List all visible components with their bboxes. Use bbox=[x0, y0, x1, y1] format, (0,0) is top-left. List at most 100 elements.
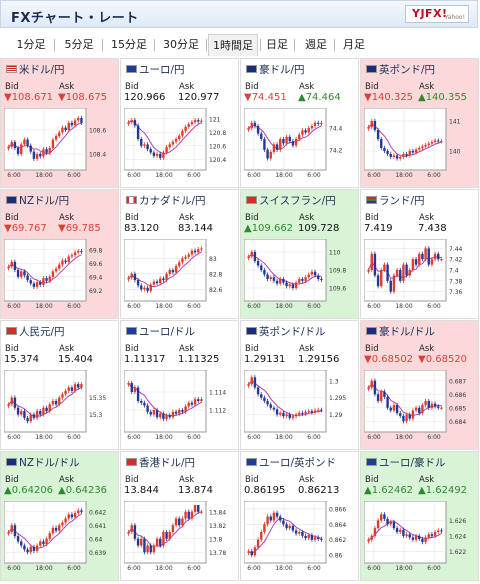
candle-body bbox=[168, 270, 171, 274]
rate-card[interactable]: ユーロ/円 Bid Ask 120.966 120.977 121 120.8 120.6 12… bbox=[120, 58, 239, 188]
rate-card[interactable]: 香港ドル/円 Bid Ask 13.844 13.874 13.84 13.82 13.8 13… bbox=[120, 451, 239, 581]
ask-label: Ask bbox=[419, 475, 435, 485]
price-chart[interactable]: 121 120.8 120.6 120.4 6:00 18:00 6:00 bbox=[124, 108, 237, 180]
candle-body bbox=[32, 283, 36, 287]
tab-2[interactable]: 15分足 bbox=[111, 38, 147, 51]
candle-body bbox=[266, 516, 269, 525]
rate-card[interactable]: NZドル/ドル Bid Ask ▲0.64206 ▲0.64236 0.642 0.641 0… bbox=[0, 451, 119, 581]
candle-body bbox=[370, 121, 373, 127]
candle-body bbox=[313, 410, 317, 413]
tab-6[interactable]: 週足 bbox=[305, 38, 327, 51]
tab-0[interactable]: 1分足 bbox=[16, 38, 46, 51]
x-tick-label: 6:00 bbox=[7, 434, 21, 441]
rate-card[interactable]: 人民元/円 Bid Ask 15.374 15.404 15.35 15.3 6:00 18:0… bbox=[0, 320, 119, 450]
pair-name[interactable]: カナダドル/円 bbox=[139, 195, 206, 207]
price-chart[interactable]: 1.3 1.295 1.29 6:00 18:00 6:00 bbox=[244, 370, 357, 442]
pair-name[interactable]: NZドル/円 bbox=[19, 195, 70, 207]
rate-card[interactable]: ユーロ/ドル Bid Ask 1.11317 1.11325 1.114 1.112 6:00… bbox=[120, 320, 239, 450]
bid-label: Bid bbox=[365, 475, 379, 485]
bid-value: 15.374 bbox=[4, 354, 39, 365]
pair-name[interactable]: 人民元/円 bbox=[19, 326, 65, 338]
price-chart[interactable]: 1.626 1.624 1.622 6:00 18:00 6:00 bbox=[364, 501, 477, 573]
price-chart[interactable]: 0.866 0.864 0.862 0.86 6:00 18:00 6:00 bbox=[244, 501, 357, 573]
rate-card[interactable]: NZドル/円 Bid Ask ▼69.767 ▼69.785 69.8 69.6 69.4 69… bbox=[0, 189, 119, 319]
candle-body bbox=[48, 404, 51, 412]
moving-average-line bbox=[248, 253, 322, 285]
candle-body bbox=[10, 525, 13, 532]
candle-body bbox=[313, 122, 317, 127]
pair-name[interactable]: 香港ドル/円 bbox=[139, 457, 196, 469]
candle-body bbox=[383, 148, 386, 151]
candle-body bbox=[414, 149, 418, 153]
bid-label: Bid bbox=[245, 82, 259, 92]
tab-7[interactable]: 月足 bbox=[343, 38, 365, 51]
price-chart[interactable]: 0.687 0.686 0.685 0.684 6:00 18:00 6:00 bbox=[364, 370, 477, 442]
y-tick-label: 1.112 bbox=[209, 408, 226, 415]
rate-card[interactable]: 米ドル/円 Bid Ask ▼108.671 ▼108.675 108.6 108.4 6:0… bbox=[0, 58, 119, 188]
tab-5[interactable]: 日足 bbox=[266, 38, 288, 51]
y-tick-label: 0.687 bbox=[449, 378, 466, 385]
rate-card[interactable]: 英ポンド/ドル Bid Ask 1.29131 1.29156 1.3 1.295 1.29 6… bbox=[240, 320, 359, 450]
price-chart[interactable]: 108.6 108.4 6:00 18:00 6:00 bbox=[4, 108, 117, 180]
candle-body bbox=[424, 537, 427, 543]
pair-name[interactable]: NZドル/ドル bbox=[19, 457, 80, 469]
price-chart[interactable]: 74.4 74.2 6:00 18:00 6:00 bbox=[244, 108, 357, 180]
rate-card[interactable]: ユーロ/英ポンド Bid Ask 0.86195 0.86213 0.866 0.864 0.… bbox=[240, 451, 359, 581]
pair-name[interactable]: ユーロ/英ポンド bbox=[259, 457, 337, 469]
y-tick-label: 141 bbox=[449, 119, 461, 126]
candle-body bbox=[411, 151, 415, 153]
price-chart[interactable]: 13.84 13.82 13.8 13.78 6:00 18:00 6:00 bbox=[124, 501, 237, 573]
candle-body bbox=[427, 534, 430, 538]
price-chart[interactable]: 69.8 69.6 69.4 69.2 6:00 18:00 6:00 bbox=[4, 239, 117, 311]
candle-body bbox=[64, 127, 67, 130]
candle-body bbox=[421, 405, 424, 414]
pair-name[interactable]: ユーロ/豪ドル bbox=[379, 457, 446, 469]
price-chart[interactable]: 0.642 0.641 0.64 0.639 6:00 18:00 6:00 bbox=[4, 501, 117, 573]
pair-name[interactable]: ユーロ/ドル bbox=[139, 326, 196, 338]
candle-body bbox=[73, 252, 77, 256]
price-chart[interactable]: 15.35 15.3 6:00 18:00 6:00 bbox=[4, 370, 117, 442]
candle-body bbox=[162, 152, 165, 158]
price-chart[interactable]: 7.44 7.42 7.4 7.38 7.36 6:00 18:00 6:00 bbox=[364, 239, 477, 311]
pair-name[interactable]: ランド/円 bbox=[379, 195, 425, 207]
rate-card[interactable]: カナダドル/円 Bid Ask 83.120 83.144 83 82.8 82.6 6:00 1… bbox=[120, 189, 239, 319]
pair-name[interactable]: スイスフラン/円 bbox=[259, 195, 336, 207]
tab-4[interactable]: 1時間足 bbox=[208, 34, 258, 56]
price-chart[interactable]: 110 109.8 109.6 6:00 18:00 6:00 bbox=[244, 239, 357, 311]
candle-body bbox=[178, 518, 181, 526]
candle-body bbox=[39, 154, 42, 157]
candle-body bbox=[23, 139, 26, 145]
candle-body bbox=[250, 122, 253, 129]
candle-body bbox=[171, 411, 175, 418]
moving-average-line bbox=[128, 382, 202, 417]
x-tick-label: 18:00 bbox=[395, 434, 412, 441]
rate-card[interactable]: 豪ドル/ドル Bid Ask ▼0.68502 ▼0.68520 0.687 0.686 0.… bbox=[360, 320, 479, 450]
candle-body bbox=[389, 407, 392, 411]
rate-card[interactable]: ランド/円 Bid Ask 7.419 7.438 7.44 7.42 7.4 7.38 7.36… bbox=[360, 189, 479, 319]
pair-name[interactable]: 豪ドル/ドル bbox=[379, 326, 436, 338]
y-tick-label: 69.8 bbox=[89, 247, 103, 254]
price-chart[interactable]: 141 140 6:00 18:00 6:00 bbox=[364, 108, 477, 180]
candle-body bbox=[427, 248, 430, 265]
rate-card[interactable]: 豪ドル/円 Bid Ask ▼74.451 ▲74.464 74.4 74.2 6:00 18:… bbox=[240, 58, 359, 188]
yjfx-logo[interactable]: YJFX! Yahoo! bbox=[405, 5, 469, 23]
price-chart[interactable]: 1.114 1.112 6:00 18:00 6:00 bbox=[124, 370, 237, 442]
ask-label: Ask bbox=[299, 344, 315, 354]
pair-name[interactable]: 英ポンド/ドル bbox=[259, 326, 326, 338]
pair-name[interactable]: 英ポンド/円 bbox=[379, 64, 436, 76]
pair-name[interactable]: 米ドル/円 bbox=[19, 64, 65, 76]
price-chart[interactable]: 83 82.8 82.6 6:00 18:00 6:00 bbox=[124, 239, 237, 311]
pair-name[interactable]: 豪ドル/円 bbox=[259, 64, 305, 76]
rate-card[interactable]: ユーロ/豪ドル Bid Ask ▲1.62462 ▲1.62492 1.626 1.624 1… bbox=[360, 451, 479, 581]
tab-1[interactable]: 5分足 bbox=[64, 38, 94, 51]
rate-card[interactable]: スイスフラン/円 Bid Ask ▲109.662 109.728 110 109.8 109… bbox=[240, 189, 359, 319]
candle-body bbox=[152, 152, 156, 156]
candle-body bbox=[23, 271, 26, 276]
tab-3[interactable]: 30分足 bbox=[163, 38, 199, 51]
pair-name[interactable]: ユーロ/円 bbox=[139, 64, 185, 76]
candle-body bbox=[288, 525, 291, 529]
candle-body bbox=[253, 377, 257, 388]
rate-card[interactable]: 英ポンド/円 Bid Ask ▼140.325 ▲140.355 141 140 6:00 18… bbox=[360, 58, 479, 188]
candle-body bbox=[187, 254, 190, 257]
y-tick-label: 13.78 bbox=[209, 550, 226, 557]
